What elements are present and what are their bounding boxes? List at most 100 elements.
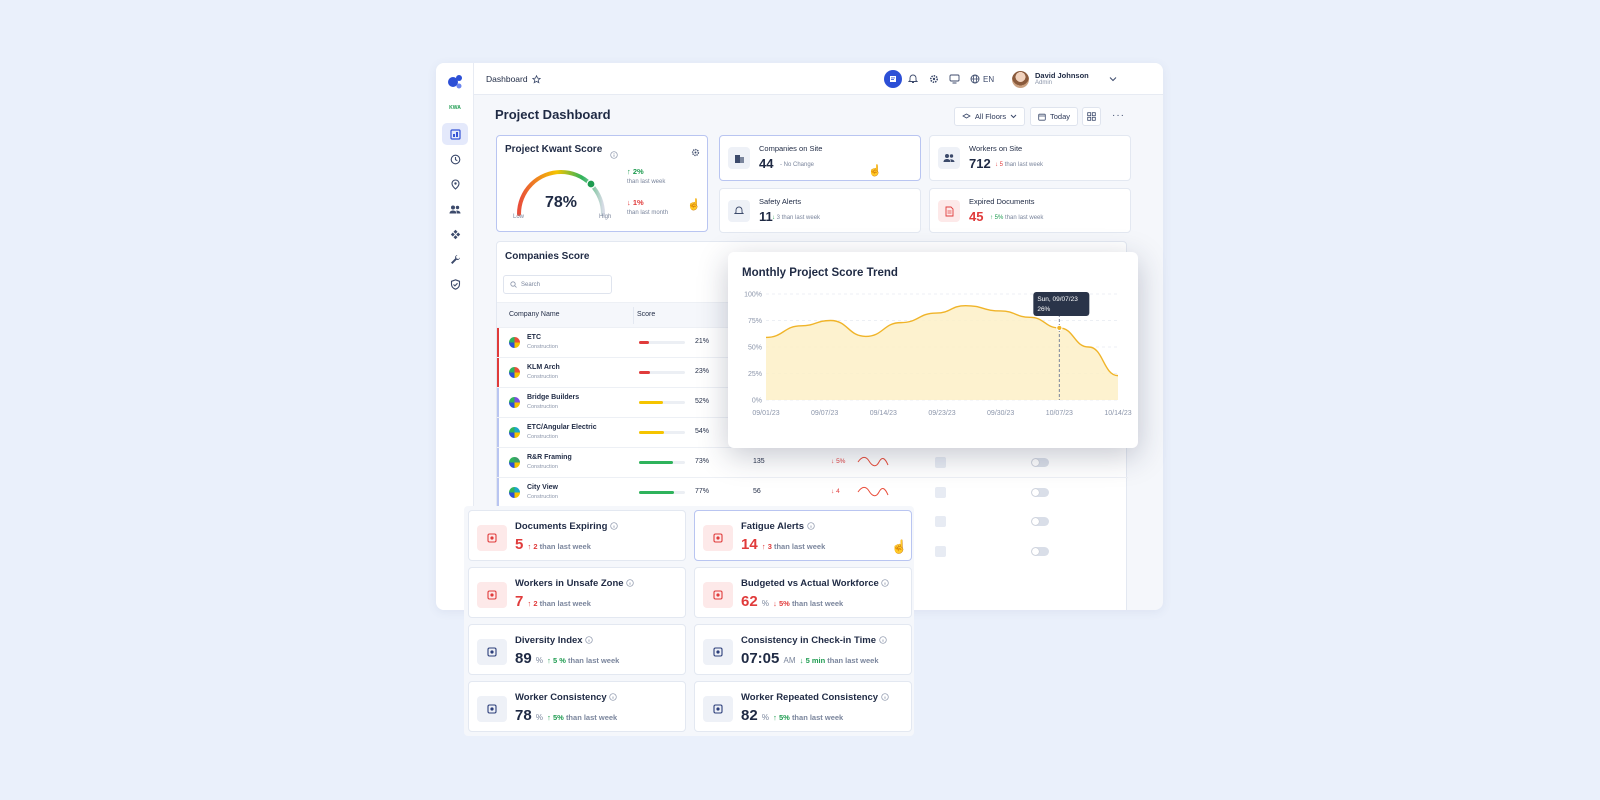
monitor-icon[interactable] [949,63,960,95]
floors-dropdown[interactable]: All Floors [954,107,1025,126]
info-icon[interactable] [610,146,618,164]
building-icon [728,147,750,169]
shield-check-icon[interactable] [442,273,468,295]
company-name[interactable]: KLM Arch [527,364,560,371]
status-toggle[interactable] [1031,517,1049,526]
document-status-icon[interactable] [935,457,946,468]
user-name: David Johnson [1035,70,1089,80]
document-status-icon[interactable] [935,546,946,557]
chevron-down-icon [1109,76,1117,82]
gear-icon[interactable] [929,63,939,95]
workforce-icon [703,582,733,608]
tooltip-date: Sun, 09/07/23 [1037,296,1078,303]
settings-gear-icon[interactable] [691,144,700,162]
metric-change: ↑ 5% than last week [773,713,844,722]
notes-icon[interactable] [884,63,902,95]
metric-unit: % [535,713,543,722]
document-icon [938,200,960,222]
metric-card[interactable]: Diversity Index 89 % ↑ 5 % than last wee… [468,624,686,675]
metric-card[interactable]: Budgeted vs Actual Workforce 62 % ↓ 5% t… [694,567,912,618]
workers-on-site-card[interactable]: Workers on Site 712 ↓ 5 than last week [929,135,1131,181]
company-name[interactable]: City View [527,484,558,491]
metric-title: Documents Expiring [515,521,608,532]
company-type: Construction [527,464,558,470]
metric-card[interactable]: Worker Consistency 78 % ↑ 5% than last w… [468,681,686,732]
info-icon [878,636,887,644]
search-icon [510,281,517,288]
status-toggle[interactable] [1031,547,1049,556]
diversity-icon [477,639,507,665]
score-bar [639,401,685,404]
hand-cursor-icon: ☝ [868,165,882,177]
expired-documents-card[interactable]: Expired Documents 45 ↑ 5% than last week [929,188,1131,233]
components-icon[interactable] [442,223,468,245]
companies-on-site-card[interactable]: Companies on Site 44 - No Change ☝ [719,135,921,181]
tooltip-value: 26% [1037,306,1050,313]
status-toggle[interactable] [1031,488,1049,497]
location-pin-icon[interactable] [442,173,468,195]
people-icon [938,147,960,169]
info-icon [585,636,593,644]
y-tick-label: 25% [748,371,762,378]
company-search-field[interactable]: Search [503,275,612,294]
month-change: ↓ 1% [627,198,644,207]
metric-card[interactable]: Documents Expiring 5 ↑ 2 than last week [468,510,686,561]
repeat-icon [703,696,733,722]
y-tick-label: 100% [744,292,762,299]
summary-value: 45 [969,209,984,224]
score-value: 54% [695,428,710,435]
star-icon[interactable] [531,74,541,84]
metric-change: ↑ 2 than last week [527,599,591,608]
column-header-score[interactable]: Score [637,311,656,318]
metric-change: ↑ 2 than last week [527,542,591,551]
x-tick-label: 10/07/23 [1046,410,1073,417]
company-name[interactable]: R&R Framing [527,454,572,461]
metric-value: 62 [741,593,758,610]
status-toggle[interactable] [1031,458,1049,467]
tooltip [1033,292,1090,316]
wrench-icon[interactable] [442,248,468,270]
metric-card[interactable]: Worker Repeated Consistency 82 % ↑ 5% th… [694,681,912,732]
company-logo-icon [509,337,520,348]
metric-card[interactable]: Consistency in Check-in Time 07:05 AM ↓ … [694,624,912,675]
language-selector[interactable]: EN [970,63,994,95]
bell-icon[interactable] [908,63,918,95]
score-bar [639,341,685,344]
project-logo[interactable]: KWA [449,105,461,111]
metric-title: Workers in Unsafe Zone [515,578,624,589]
more-options-icon[interactable]: ··· [1112,110,1125,121]
companies-score-title: Companies Score [505,251,590,262]
document-status-icon[interactable] [935,487,946,498]
metric-unit: % [761,713,769,722]
company-type: Construction [527,494,558,500]
company-name[interactable]: ETC [527,334,541,341]
metric-title: Budgeted vs Actual Workforce [741,578,879,589]
users-icon[interactable] [442,198,468,220]
summary-change: ↓ 5 than last week [995,162,1044,168]
avatar [1012,70,1029,88]
info-icon [626,579,634,587]
date-filter-button[interactable]: Today [1030,107,1078,126]
metric-card[interactable]: Fatigue Alerts 14 ↑ 3 than last week ☝ [694,510,912,561]
safety-alerts-card[interactable]: Safety Alerts 11 ↓ 3 than last week [719,188,921,233]
gauge-low-label: Low [513,214,525,220]
document-status-icon[interactable] [935,516,946,527]
metric-unit: % [761,599,769,608]
table-row[interactable]: City View Construction 77% 56 ↓ 4 [497,477,1128,508]
kwant-score-title: Project Kwant Score [505,144,603,155]
gauge-high-label: High [599,214,612,220]
breadcrumb-dashboard[interactable]: Dashboard [486,74,528,84]
company-name[interactable]: Bridge Builders [527,394,580,401]
user-menu[interactable]: David Johnson Admin [1012,63,1117,95]
table-row[interactable]: R&R Framing Construction 73% 135 ↓ 5% [497,447,1128,478]
app-logo-icon[interactable] [442,71,468,93]
company-name[interactable]: ETC/Angular Electric [527,424,597,431]
page-title: Project Dashboard [495,107,611,122]
dashboard-icon[interactable] [442,123,468,145]
breadcrumb: Dashboard [486,63,541,95]
metric-card[interactable]: Workers in Unsafe Zone 7 ↑ 2 than last w… [468,567,686,618]
column-header-name[interactable]: Company Name [509,311,560,318]
grid-view-button[interactable] [1082,107,1101,126]
summary-value: 11 [759,209,773,224]
clock-icon[interactable] [442,148,468,170]
